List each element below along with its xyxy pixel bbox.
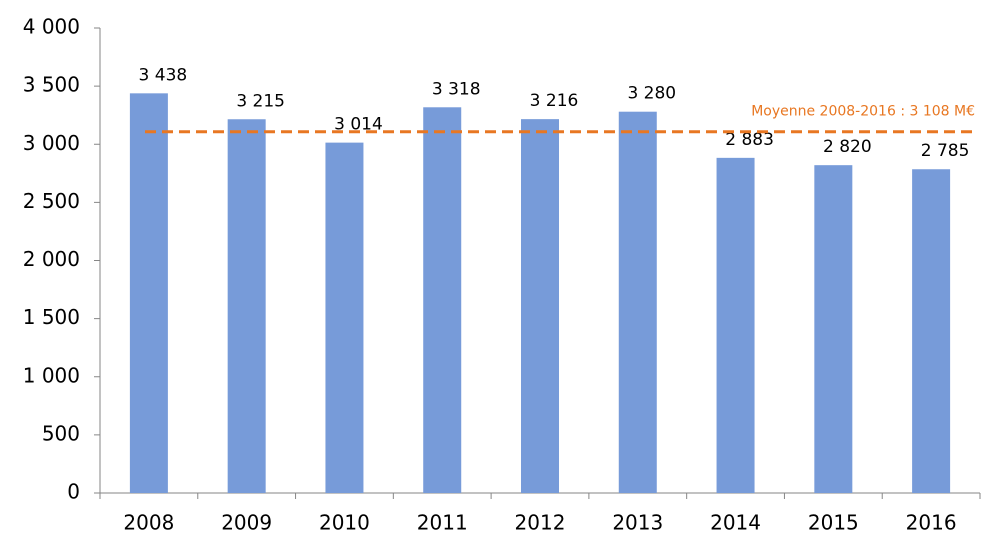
x-tick-label: 2015 — [808, 511, 859, 535]
value-label: 3 216 — [530, 91, 579, 111]
value-label: 3 438 — [139, 65, 188, 85]
bar — [129, 93, 168, 494]
y-tick-label: 3 500 — [23, 73, 80, 97]
x-tick-label: 2014 — [710, 511, 761, 535]
bar — [814, 165, 853, 494]
y-tick-label: 4 000 — [23, 15, 80, 39]
bar — [227, 119, 266, 493]
y-tick-label: 3 000 — [23, 131, 80, 155]
x-tick-label: 2011 — [417, 511, 468, 535]
value-label: 2 785 — [921, 141, 970, 161]
x-tick-label: 2012 — [515, 511, 566, 535]
x-tick-label: 2008 — [123, 511, 174, 535]
average-label: Moyenne 2008-2016 : 3 108 M€ — [751, 104, 975, 120]
x-tick-label: 2013 — [612, 511, 663, 535]
y-tick-label: 1 500 — [23, 305, 80, 329]
bar — [325, 142, 364, 493]
bar — [912, 169, 951, 493]
bar — [521, 119, 559, 493]
value-label: 2 883 — [725, 130, 774, 150]
bar — [423, 107, 462, 493]
value-label: 3 318 — [432, 79, 481, 99]
y-tick-label: 2 000 — [23, 247, 80, 271]
x-tick-label: 2009 — [221, 511, 272, 535]
value-label: 2 820 — [823, 137, 872, 157]
y-tick-label: 0 — [67, 480, 80, 504]
y-tick-label: 1 000 — [23, 363, 80, 387]
x-tick-label: 2010 — [319, 511, 370, 535]
y-tick-label: 2 500 — [23, 189, 80, 213]
value-label: 3 014 — [334, 115, 383, 135]
bar — [716, 157, 755, 493]
value-label: 3 280 — [627, 84, 676, 104]
x-tick-label: 2016 — [906, 511, 957, 535]
y-tick-label: 500 — [42, 421, 80, 445]
bar — [618, 111, 657, 493]
value-label: 3 215 — [236, 91, 285, 111]
